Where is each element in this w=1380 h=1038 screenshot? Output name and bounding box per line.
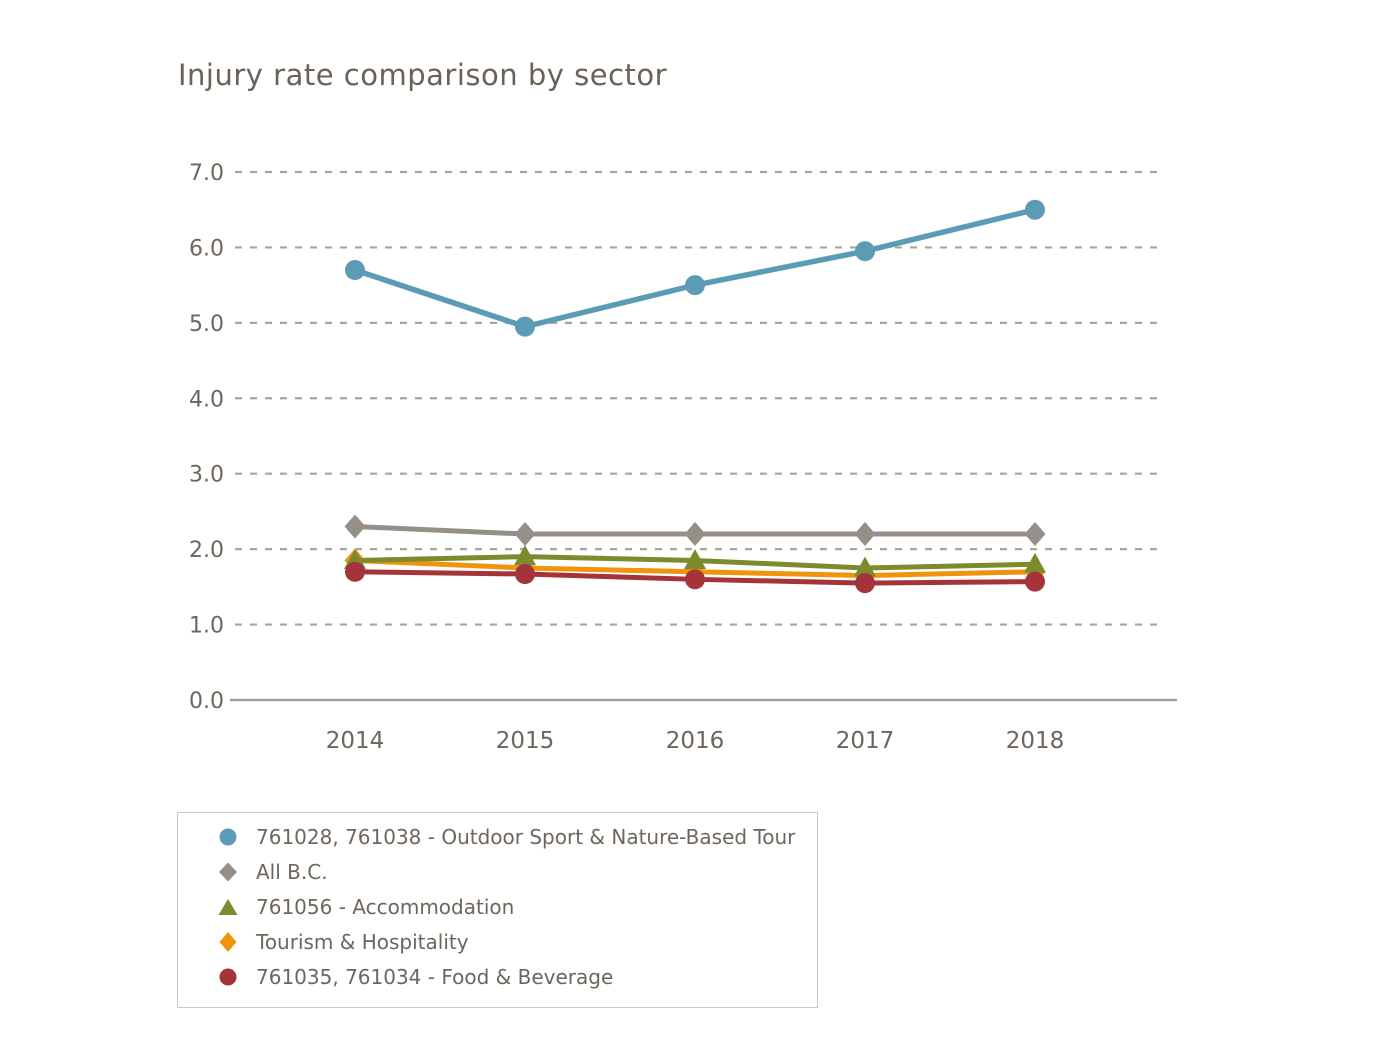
gridlines: [230, 170, 1177, 702]
x-tick-label: 2016: [666, 728, 725, 754]
data-point: [855, 241, 875, 262]
x-tick-label: 2018: [1006, 728, 1065, 754]
series-food-beverage: [345, 561, 1045, 594]
legend-item-food-beverage[interactable]: 761035, 761034 - Food & Beverage: [178, 959, 817, 994]
marker-shape: [218, 898, 238, 915]
legend-item-tourism-hospitality[interactable]: Tourism & Hospitality: [178, 924, 817, 959]
marker-shape: [219, 828, 237, 845]
data-point: [514, 522, 536, 547]
data-point: [514, 545, 536, 566]
legend-item-label: 761056 - Accommodation: [256, 894, 515, 919]
y-tick-label: 7.0: [189, 161, 224, 186]
chart-title: Injury rate comparison by sector: [178, 58, 668, 92]
x-tick-label: 2017: [836, 728, 895, 754]
data-point: [1024, 522, 1046, 547]
y-tick-label: 0.0: [189, 689, 224, 714]
data-point: [685, 275, 705, 296]
data-point: [854, 556, 876, 577]
data-point: [345, 260, 365, 281]
circle-marker-icon: [219, 968, 237, 985]
x-tick-label: 2014: [326, 728, 385, 754]
legend-item-label: 761035, 761034 - Food & Beverage: [256, 964, 614, 989]
chart-legend: 761028, 761038 - Outdoor Sport & Nature-…: [177, 812, 818, 1008]
data-point: [684, 522, 706, 547]
series-accommodation: [344, 545, 1046, 577]
legend-item-label: Tourism & Hospitality: [256, 929, 469, 954]
y-tick-label: 6.0: [189, 236, 224, 261]
series-outdoor-sport-nature-tour: [345, 199, 1045, 337]
x-tick-label: 2015: [496, 728, 555, 754]
y-tick-label: 1.0: [189, 614, 224, 639]
data-point: [1025, 571, 1045, 592]
diamond-marker-icon: [219, 931, 237, 952]
data-point: [854, 522, 876, 547]
marker-shape: [219, 862, 237, 881]
line-chart-plot-area: 0.0 1.0 2.0 3.0 4.0 5.0 6.0 7.0 2014 2015 2016 2017…: [189, 161, 1177, 754]
series-line: [354, 207, 1036, 330]
y-axis-tick-labels: 0.0 1.0 2.0 3.0 4.0 5.0 6.0 7.0: [189, 161, 224, 714]
y-tick-label: 3.0: [189, 463, 224, 488]
data-point: [515, 564, 535, 585]
series-all-bc: [344, 514, 1046, 547]
data-point: [1025, 199, 1045, 220]
data-point: [685, 569, 705, 590]
data-point: [855, 573, 875, 594]
data-point: [345, 561, 365, 582]
data-point: [1024, 552, 1046, 573]
y-tick-label: 4.0: [189, 387, 224, 412]
legend-item-all-bc[interactable]: All B.C.: [178, 854, 817, 889]
data-point: [684, 548, 706, 569]
y-tick-label: 2.0: [189, 538, 224, 563]
legend-item-outdoor-sport-nature-tour[interactable]: 761028, 761038 - Outdoor Sport & Nature-…: [178, 819, 817, 854]
marker-shape: [219, 931, 237, 952]
legend-item-label: 761028, 761038 - Outdoor Sport & Nature-…: [256, 824, 796, 849]
marker-shape: [219, 968, 237, 985]
circle-marker-icon: [219, 828, 237, 845]
x-axis-tick-labels: 2014 2015 2016 2017 2018: [326, 728, 1065, 754]
triangle-marker-icon: [218, 898, 238, 915]
legend-item-label: All B.C.: [256, 859, 328, 884]
diamond-marker-icon: [219, 862, 237, 881]
data-point: [515, 316, 535, 337]
data-point: [344, 514, 366, 539]
legend-item-accommodation[interactable]: 761056 - Accommodation: [178, 889, 817, 924]
y-tick-label: 5.0: [189, 312, 224, 337]
